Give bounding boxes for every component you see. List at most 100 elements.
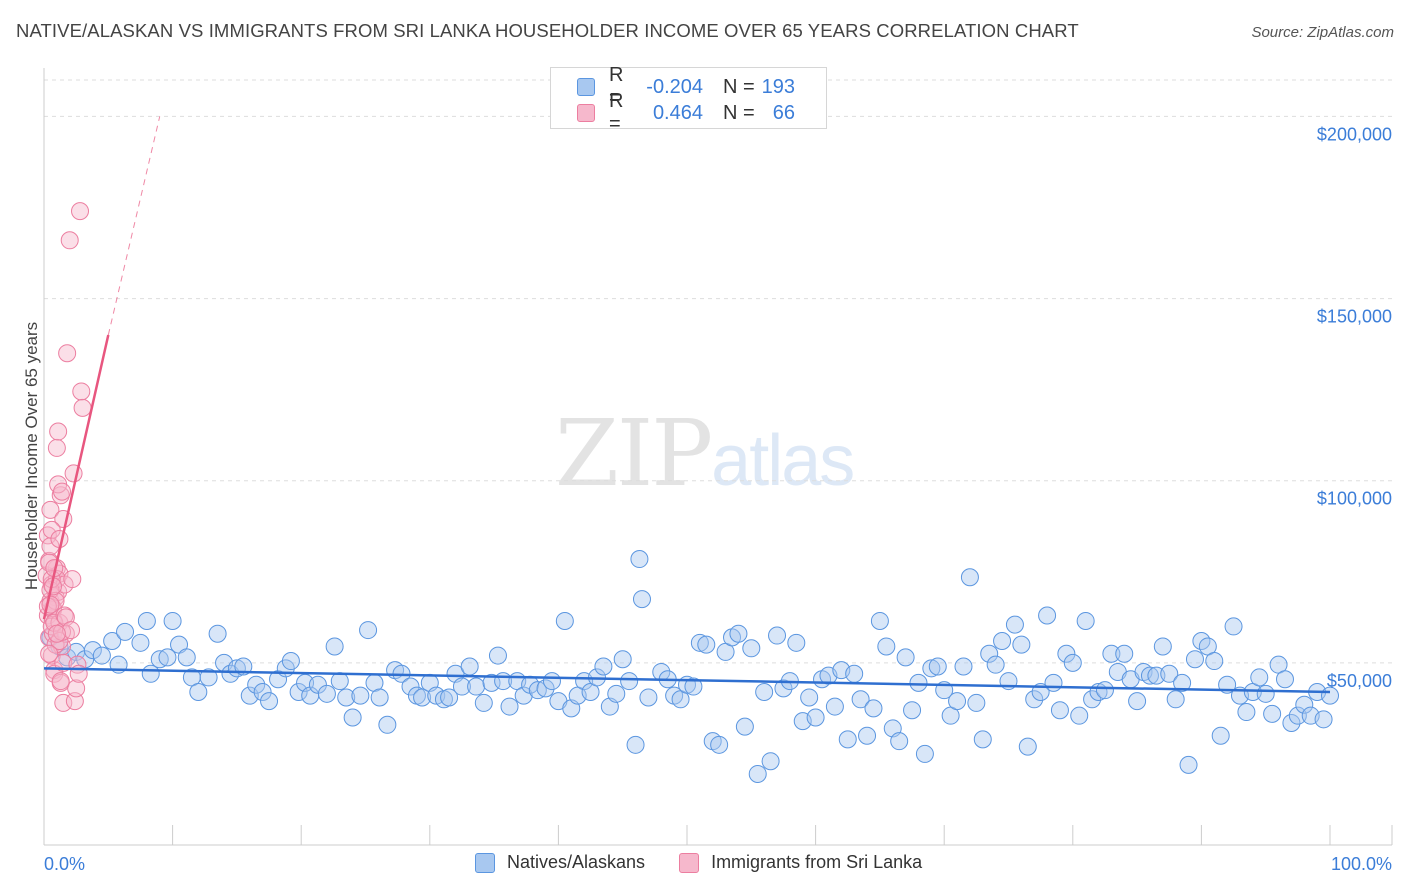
natives-point (460, 657, 479, 676)
natives-point (116, 622, 135, 641)
natives-point (1063, 653, 1082, 672)
natives-point (915, 744, 934, 763)
natives-point (1044, 673, 1063, 692)
natives-point (967, 693, 986, 712)
sri-lanka-points (37, 202, 92, 712)
y-tick-label: $50,000 (1327, 671, 1392, 691)
natives-point (1050, 701, 1069, 720)
natives-point (742, 639, 761, 658)
natives-point (755, 683, 774, 701)
natives-point (613, 650, 632, 669)
sri-lanka-trend-extension (107, 116, 161, 336)
sri-lanka-point (42, 646, 61, 665)
natives-point (1275, 670, 1294, 689)
natives-point (748, 764, 767, 783)
natives-point (1250, 668, 1269, 687)
natives-point (500, 697, 519, 716)
watermark-atlas: atlas (711, 421, 855, 501)
r-label: R = (609, 90, 624, 135)
natives-point (131, 633, 150, 652)
natives-point (474, 693, 493, 712)
n-label: N = (723, 101, 755, 124)
natives-point (317, 684, 336, 703)
natives-point (343, 708, 362, 727)
sri-lanka-point (65, 692, 84, 711)
n-label: N = (723, 75, 755, 98)
natives-point (542, 672, 561, 691)
natives-point (639, 688, 658, 707)
natives-point (1095, 681, 1114, 700)
trend-lines (42, 116, 1331, 694)
natives-point (870, 611, 889, 630)
natives-point (1140, 666, 1159, 685)
natives-point (632, 590, 651, 609)
natives-point (1173, 673, 1192, 692)
natives-point (890, 732, 909, 751)
sri-lanka-point (40, 644, 59, 663)
legend-item-sri-lanka: Immigrants from Sri Lanka (679, 852, 922, 873)
natives-point (1282, 713, 1301, 732)
r-value: 0.464 (652, 101, 703, 124)
natives-point (260, 692, 279, 711)
natives-point (1083, 690, 1102, 709)
natives-point (1185, 650, 1204, 669)
chart-title: NATIVE/ALASKAN VS IMMIGRANTS FROM SRI LA… (16, 20, 1079, 41)
series-legend: Natives/Alaskans Immigrants from Sri Lan… (475, 852, 956, 873)
natives-point (1102, 644, 1121, 663)
natives-point (684, 677, 703, 696)
natives-point (351, 686, 370, 705)
natives-point (1256, 684, 1275, 703)
natives-point (864, 699, 883, 718)
legend-row-natives: R = -0.204 N = 193 (577, 64, 795, 109)
natives-point (1128, 692, 1147, 711)
natives-point (806, 708, 825, 727)
natives-point (141, 664, 160, 683)
natives-point (378, 715, 397, 734)
natives-point (986, 655, 1005, 674)
natives-point (774, 679, 793, 698)
natives-point (158, 648, 177, 667)
natives-point (960, 568, 979, 587)
natives-point (1314, 710, 1333, 729)
natives-point (308, 675, 327, 694)
sri-lanka-point (58, 344, 77, 363)
natives-point (482, 673, 501, 692)
natives-point (208, 624, 227, 643)
natives-point (199, 668, 218, 687)
sri-lanka-point (41, 595, 60, 614)
natives-point (594, 657, 613, 676)
natives-point (528, 681, 547, 700)
natives-point (1115, 644, 1134, 663)
sri-lanka-point (53, 482, 72, 501)
natives-point (922, 659, 941, 678)
natives-point (1153, 637, 1172, 656)
sri-lanka-point (50, 530, 69, 548)
natives-point (630, 550, 649, 569)
sri-lanka-point (72, 382, 91, 401)
natives-point (928, 657, 947, 676)
sri-lanka-point (42, 520, 61, 539)
natives-point (247, 675, 266, 694)
natives-point (289, 683, 308, 701)
natives-point (1295, 695, 1314, 714)
natives-point (1012, 635, 1031, 654)
natives-point (980, 644, 999, 663)
natives-points (41, 550, 1339, 783)
sri-lanka-point (41, 537, 60, 556)
natives-point (877, 637, 896, 656)
natives-point (137, 611, 156, 630)
natives-point (845, 664, 864, 683)
natives-point (370, 688, 389, 707)
natives-point (858, 726, 877, 745)
natives-point (620, 672, 639, 691)
natives-point (488, 646, 507, 665)
sri-lanka-point (47, 624, 66, 643)
natives-point (735, 717, 754, 736)
natives-point (851, 690, 870, 709)
natives-point (1038, 606, 1057, 625)
natives-point (359, 621, 378, 640)
natives-point (1237, 703, 1256, 722)
axes (43, 68, 1393, 846)
sri-lanka-point (62, 621, 81, 640)
